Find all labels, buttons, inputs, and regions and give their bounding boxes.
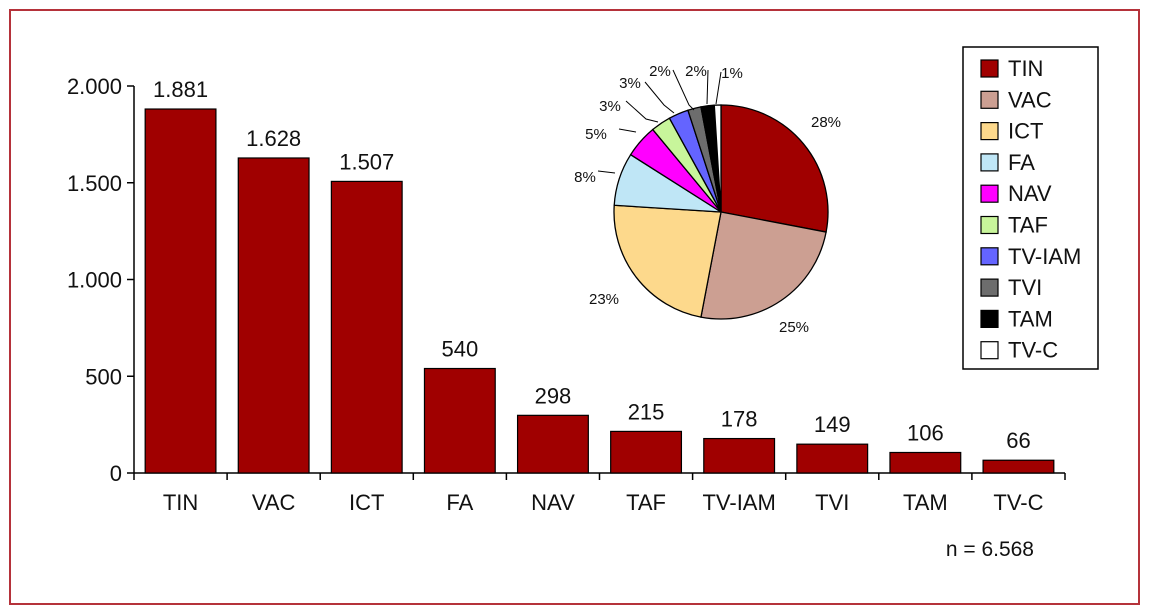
bar-ict [330, 180, 403, 474]
sample-size-note: n = 6.568 [946, 538, 1034, 561]
legend-swatch-taf [980, 215, 999, 235]
bar-tv-iam [703, 437, 776, 474]
legend-swatch-tvi [980, 278, 999, 297]
pie-leader-line [597, 170, 616, 174]
x-category-label: TVI [815, 490, 849, 515]
y-tick-label: 0 [110, 461, 122, 486]
legend-swatch-tin [980, 59, 999, 78]
legend-label: TAM [1008, 306, 1053, 331]
bar-tam [889, 451, 962, 474]
x-category-label: TV-IAM [702, 490, 775, 515]
legend-label: TV-C [1008, 338, 1058, 363]
bar-tin [144, 108, 217, 474]
bar-taf [610, 430, 683, 474]
x-category-label: TAF [626, 490, 666, 515]
bar-value-label: 540 [441, 337, 478, 362]
bar-vac [237, 157, 310, 474]
pie-percent-label: 8% [574, 169, 596, 186]
bar-value-label: 66 [1006, 428, 1030, 453]
x-category-label: VAC [252, 490, 296, 515]
x-category-label: TV-C [993, 490, 1043, 515]
pie-percent-label: 28% [811, 114, 841, 131]
legend-label: TV-IAM [1008, 244, 1081, 269]
pie-slice-tv-c [713, 104, 722, 213]
x-category-label: NAV [531, 490, 575, 515]
bar-value-label: 149 [814, 412, 851, 437]
legend-label: TAF [1008, 213, 1048, 238]
legend-label: ICT [1008, 119, 1043, 144]
pie-percent-label: 5% [585, 126, 607, 143]
legend-label: NAV [1008, 181, 1052, 206]
bar-fa [423, 367, 496, 474]
legend-label: FA [1008, 150, 1035, 175]
bar-value-label: 1.881 [153, 77, 208, 102]
x-category-label: TAM [903, 490, 948, 515]
legend-swatch-tam [980, 309, 999, 328]
x-category-label: ICT [349, 490, 384, 515]
x-ticks: TIN VAC ICT FA NAV TAF TV-IAM TVI TAM TV-C [133, 473, 1066, 515]
bar-nav [516, 414, 589, 474]
pie-percent-label: 2% [685, 63, 707, 80]
bar-value-label: 1.628 [246, 126, 301, 151]
bar-value-label: 106 [907, 420, 944, 445]
legend-label: VAC [1008, 87, 1052, 112]
legend-swatch-tv-iam [980, 247, 999, 266]
legend-label: TVI [1008, 275, 1042, 300]
chart-frame [9, 9, 1140, 605]
y-tick-label: 1.000 [67, 268, 122, 293]
x-category-label: TIN [163, 490, 198, 515]
pie-percent-label: 25% [779, 319, 809, 336]
legend-swatch-ict [980, 121, 999, 141]
y-tick-label: 1.500 [67, 171, 122, 196]
pie-leader-line [706, 69, 709, 105]
pie-percent-label: 3% [599, 98, 621, 115]
bar-value-label: 178 [721, 407, 758, 432]
pie-percent-label: 1% [721, 65, 743, 82]
y-tick-label: 500 [85, 364, 122, 389]
bars: 1.881 1.628 1.507 540 298 215 178 149 106 66 [144, 77, 1055, 474]
pie-slice-tin [720, 104, 829, 233]
bar-tvi [796, 443, 869, 474]
bar-value-label: 1.507 [339, 149, 394, 174]
bar-value-label: 298 [535, 383, 572, 408]
bar-value-label: 215 [628, 399, 665, 424]
y-ticks: 0 500 1.000 1.500 2.000 [67, 74, 134, 486]
legend-swatch-vac [980, 90, 999, 109]
pie-chart: 28% 25% 23% 8% 5% 3% 3% 2% 2% 1% [574, 63, 841, 336]
y-tick-label: 2.000 [67, 74, 122, 99]
pie-leader-line [672, 69, 695, 111]
pie-leader-line [715, 71, 722, 105]
pie-percent-label: 2% [649, 63, 671, 80]
legend-swatch-nav [980, 184, 999, 203]
x-category-label: FA [446, 490, 473, 515]
pie-slice-ict [613, 204, 722, 318]
pie-slice-vac [700, 211, 827, 320]
pie-leader-line [644, 81, 675, 114]
legend-swatch-fa [980, 153, 999, 172]
bar-tv-c [982, 459, 1055, 474]
pie-percent-label: 3% [619, 75, 641, 92]
bar-chart: 0 500 1.000 1.500 2.000 1.881 1.628 1.507 540 29… [67, 74, 1066, 561]
pie-leader-line [625, 100, 659, 123]
pie-percent-label: 23% [589, 291, 619, 308]
pie-leader-line [618, 128, 637, 133]
legend-swatch-tv-c [980, 341, 999, 360]
legend: TIN VAC ICT FA NAV TAF TV-IAM TVI TAM TV-C [962, 46, 1099, 370]
legend-label: TIN [1008, 56, 1043, 81]
